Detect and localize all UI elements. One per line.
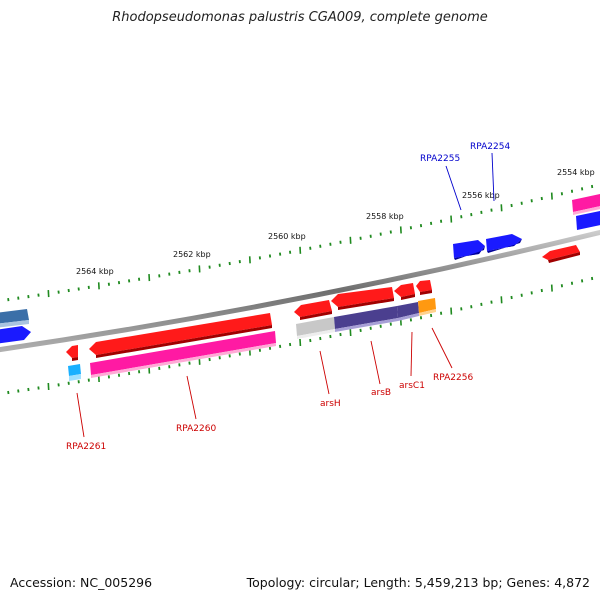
gene-left-steel[interactable] — [0, 309, 29, 328]
label-rpa2256: RPA2256 — [433, 373, 473, 383]
scale-ticks-lower — [7, 276, 594, 395]
scale-label-2560: 2560 kbp — [268, 232, 306, 241]
scale-label-2554: 2554 kbp — [557, 168, 595, 177]
gene-rpa2255[interactable] — [453, 240, 485, 260]
gene-arsb-red[interactable] — [331, 287, 394, 310]
gene-rpa2260[interactable] — [90, 331, 276, 378]
gene-rpa2261[interactable] — [66, 345, 78, 361]
label-rpa2255: RPA2255 — [420, 154, 460, 164]
gene-right-pink[interactable] — [572, 193, 600, 215]
map-title: Rhodopseudomonas palustris CGA009, compl… — [112, 10, 488, 25]
gene-rpa2256-red[interactable] — [416, 280, 432, 295]
gene-arsh-grey[interactable] — [296, 317, 335, 339]
gene-rpa2260-red[interactable] — [89, 313, 272, 358]
scale-label-2562: 2562 kbp — [173, 250, 211, 259]
gene-arsc1-red[interactable] — [394, 283, 415, 300]
genome-backbone — [0, 229, 600, 353]
scale-label-2556: 2556 kbp — [462, 191, 500, 200]
scale-label-2558: 2558 kbp — [366, 212, 404, 221]
gene-arsc1[interactable] — [397, 302, 419, 321]
gene-arsh[interactable] — [294, 300, 332, 320]
gene-right-red[interactable] — [542, 245, 580, 263]
gene-rpa2254[interactable] — [486, 234, 522, 253]
accession-text: Accession: NC_005296 — [10, 575, 153, 590]
scale-ticks-upper — [7, 184, 594, 302]
gene-left-blue[interactable] — [0, 326, 31, 344]
gene-rpa2261-partner[interactable] — [68, 364, 81, 381]
callout-lines — [76, 152, 495, 438]
label-arsb: arsB — [371, 388, 391, 398]
scale-label-2564: 2564 kbp — [76, 267, 114, 276]
label-arsc1: arsC1 — [399, 381, 425, 391]
label-rpa2261: RPA2261 — [66, 442, 106, 452]
topology-text: Topology: circular; Length: 5,459,213 bp… — [246, 575, 590, 590]
gene-rpa2256[interactable] — [418, 298, 436, 316]
label-rpa2260: RPA2260 — [176, 424, 216, 434]
label-arsh: arsH — [320, 399, 341, 409]
gene-right-blue[interactable] — [576, 210, 600, 230]
gene-arsb[interactable] — [334, 306, 398, 332]
label-rpa2254: RPA2254 — [470, 142, 510, 152]
